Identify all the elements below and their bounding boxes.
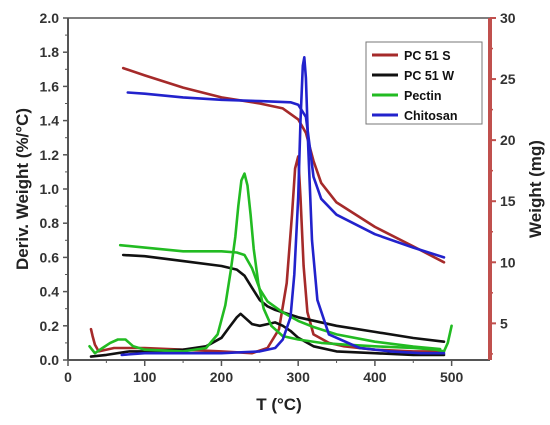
series-line-chitosan-deriv <box>120 55 446 357</box>
series-line-pc-51-w-weight <box>121 253 446 344</box>
series-line-pectin-weight <box>118 243 442 351</box>
y-left-tick-label: 1.2 <box>40 147 60 163</box>
x-tick-label: 200 <box>210 369 234 385</box>
y-left-tick-label: 1.8 <box>40 44 60 60</box>
x-tick-label: 400 <box>363 369 387 385</box>
series-line-chitosan-weight <box>126 91 446 259</box>
legend: PC 51 S PC 51 W Pectin Chitosan <box>365 41 483 125</box>
x-tick-label: 300 <box>287 369 311 385</box>
y-left-tick-label: 0.0 <box>40 352 60 368</box>
y-left-tick-label: 0.2 <box>40 318 60 334</box>
legend-label: PC 51 S <box>404 49 451 63</box>
axes-layer: 0 100 200 300 400 500 0.0 0.2 0.4 0.6 0.8 1.0 1.2 1.4… <box>40 10 516 385</box>
y-right-tick-label: 15 <box>500 193 516 209</box>
y-axis-left-title: Deriv. Weight (%/°C) <box>13 108 32 270</box>
y-left-tick-label: 1.6 <box>40 78 60 94</box>
legend-label: PC 51 W <box>404 69 454 83</box>
y-right-tick-label: 10 <box>500 254 516 270</box>
series-line-pc-51-s-weight <box>121 66 446 264</box>
y-left-tick-label: 1.4 <box>40 113 60 129</box>
y-right-tick-label: 5 <box>500 315 508 331</box>
y-left-tick-label: 0.6 <box>40 249 60 265</box>
y-left-tick-label: 2.0 <box>40 10 60 26</box>
series-line-pectin-deriv <box>88 172 453 355</box>
series-layer <box>88 55 453 358</box>
x-tick-label: 100 <box>133 369 157 385</box>
x-tick-label: 500 <box>440 369 464 385</box>
legend-label: Chitosan <box>404 109 457 123</box>
y-right-tick-label: 20 <box>500 132 516 148</box>
x-axis-title: T (°C) <box>256 395 302 414</box>
y-axis-right-title: Weight (mg) <box>526 140 545 238</box>
y-left-tick-label: 0.4 <box>40 284 60 300</box>
y-right-tick-label: 25 <box>500 71 516 87</box>
y-left-tick-label: 0.8 <box>40 215 60 231</box>
y-left-tick-label: 1.0 <box>40 181 60 197</box>
y-right-tick-label: 30 <box>500 10 516 26</box>
legend-label: Pectin <box>404 89 442 103</box>
x-tick-label: 0 <box>64 369 72 385</box>
